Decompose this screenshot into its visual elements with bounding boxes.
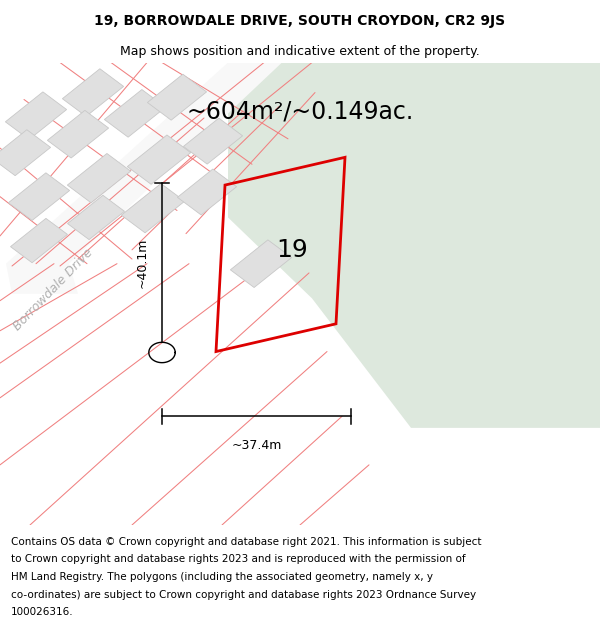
Text: 19: 19 [277,238,308,262]
Text: Borrowdale Drive: Borrowdale Drive [10,246,95,332]
Polygon shape [5,92,67,139]
Text: co-ordinates) are subject to Crown copyright and database rights 2023 Ordnance S: co-ordinates) are subject to Crown copyr… [11,589,476,599]
Polygon shape [10,218,68,262]
Polygon shape [127,135,191,184]
Polygon shape [67,154,131,202]
Polygon shape [178,169,236,215]
Polygon shape [121,184,185,233]
Text: HM Land Registry. The polygons (including the associated geometry, namely x, y: HM Land Registry. The polygons (includin… [11,572,433,582]
Polygon shape [67,195,125,239]
Text: ~604m²/~0.149ac.: ~604m²/~0.149ac. [187,99,413,123]
Text: 100026316.: 100026316. [11,607,73,617]
Text: Map shows position and indicative extent of the property.: Map shows position and indicative extent… [120,45,480,58]
Polygon shape [228,62,600,428]
Text: 19, BORROWDALE DRIVE, SOUTH CROYDON, CR2 9JS: 19, BORROWDALE DRIVE, SOUTH CROYDON, CR2… [94,14,506,28]
Polygon shape [0,130,50,176]
Polygon shape [8,173,70,221]
Text: Contains OS data © Crown copyright and database right 2021. This information is : Contains OS data © Crown copyright and d… [11,537,481,547]
Polygon shape [104,89,166,137]
Polygon shape [62,69,124,116]
Text: ~37.4m: ~37.4m [232,439,281,451]
Text: to Crown copyright and database rights 2023 and is reproduced with the permissio: to Crown copyright and database rights 2… [11,554,466,564]
Polygon shape [47,111,109,158]
Text: ~40.1m: ~40.1m [136,238,149,288]
Polygon shape [184,118,242,164]
Polygon shape [148,74,206,120]
Polygon shape [230,240,292,288]
Polygon shape [6,62,282,294]
